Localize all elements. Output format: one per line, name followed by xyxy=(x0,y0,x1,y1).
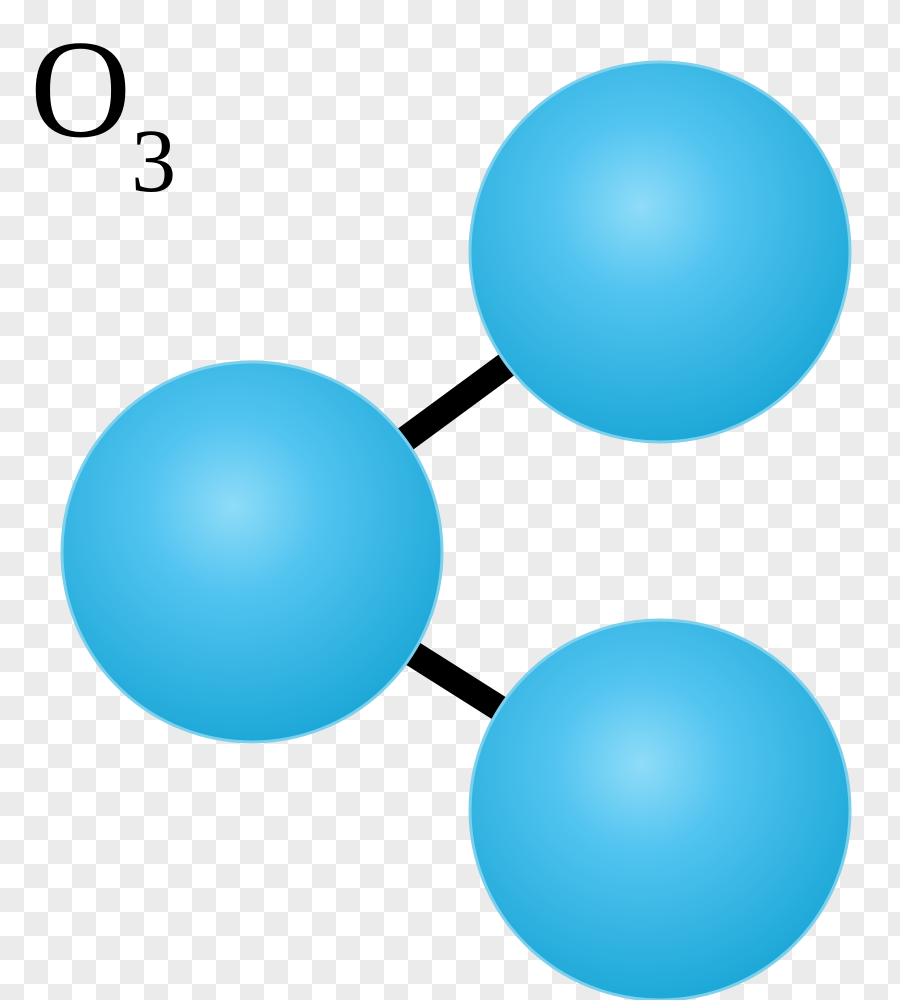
atoms-group xyxy=(62,62,850,1000)
atom-top xyxy=(470,62,850,442)
diagram-canvas: O3 xyxy=(0,0,900,1000)
atom-center xyxy=(62,362,442,742)
molecule-scene xyxy=(0,0,900,1000)
atom-bottom xyxy=(470,620,850,1000)
